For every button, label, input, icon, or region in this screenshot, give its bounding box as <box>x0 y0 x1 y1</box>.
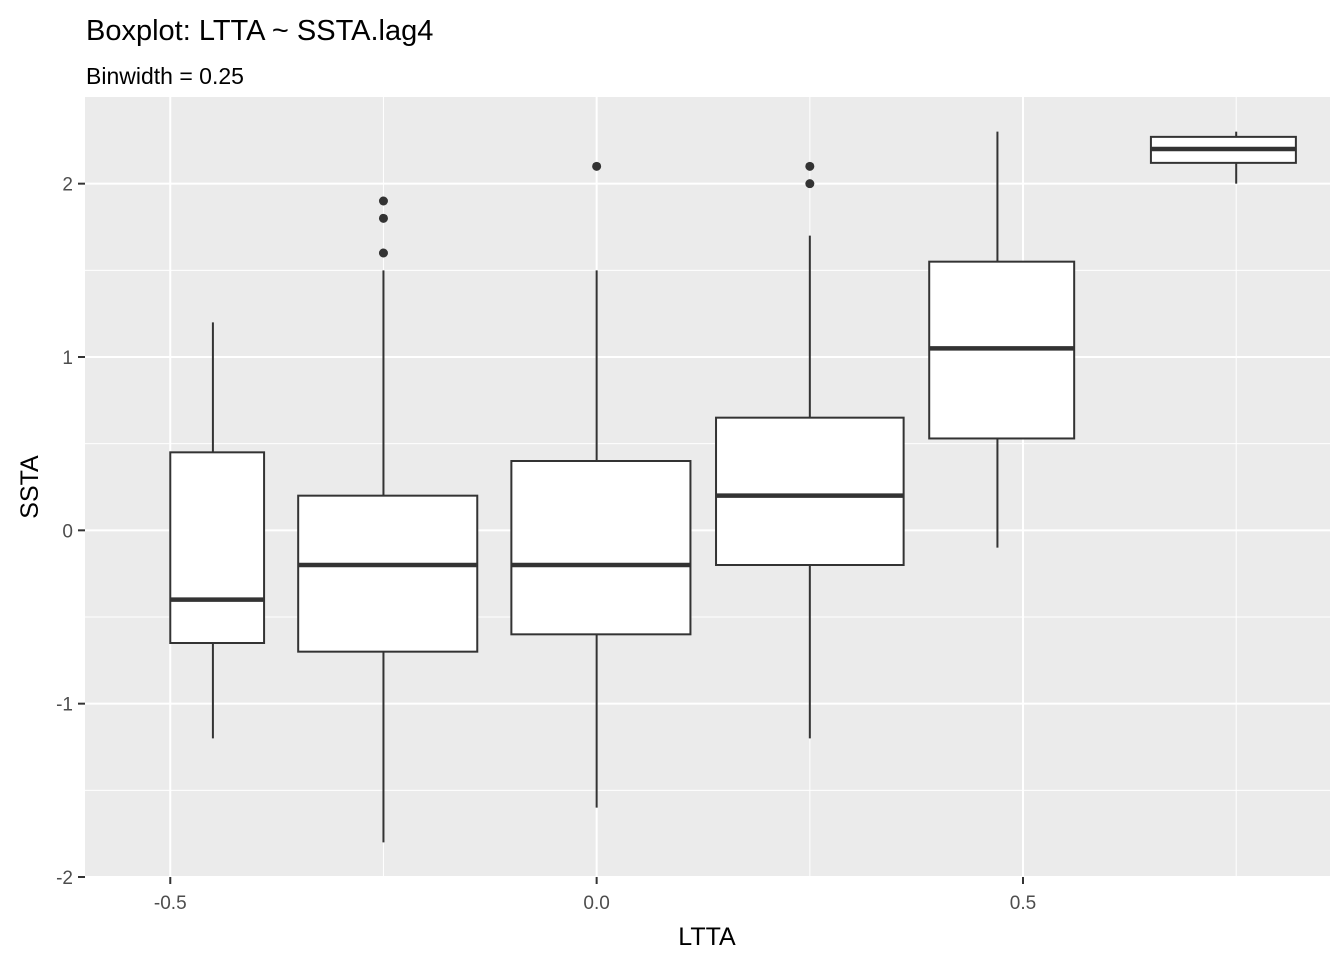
box-4 <box>715 161 905 739</box>
outlier-point <box>805 179 815 189</box>
box-body <box>297 494 479 653</box>
outlier-point <box>805 161 815 171</box>
box-6 <box>1149 131 1297 184</box>
outlier-point <box>378 213 388 223</box>
minor-gridlines <box>85 97 1330 877</box>
box-body <box>169 451 266 645</box>
outlier-point <box>592 161 602 171</box>
y-axis-title: SSTA <box>16 455 44 519</box>
box-5 <box>928 131 1076 548</box>
x-tick-label: -0.5 <box>154 893 187 914</box>
plot-panel <box>85 97 1330 877</box>
x-tick-label: 0.5 <box>1010 893 1036 914</box>
box-2 <box>297 196 479 843</box>
x-tick-label: 0.0 <box>583 893 609 914</box>
y-tick-label: 0 <box>62 521 73 542</box>
x-tick-labels: -0.5 0.0 0.5 <box>154 893 1036 914</box>
chart-title: Boxplot: LTTA ~ SSTA.lag4 <box>86 15 433 47</box>
box-1 <box>169 322 266 739</box>
boxes-layer <box>169 131 1297 843</box>
outlier-point <box>378 196 388 206</box>
y-tick-labels: -2 -1 0 1 2 <box>56 175 73 889</box>
chart-subtitle: Binwidth = 0.25 <box>86 63 244 89</box>
y-tick-label: 2 <box>62 175 73 196</box>
y-tick-label: 1 <box>62 348 73 369</box>
box-body <box>510 460 692 636</box>
outlier-point <box>378 248 388 258</box>
y-tick-label: -2 <box>56 868 73 889</box>
major-gridlines <box>85 97 1330 878</box>
y-tick-label: -1 <box>56 695 73 716</box>
box-body <box>715 416 905 566</box>
box-3 <box>510 161 692 808</box>
axis-ticks <box>78 182 1025 884</box>
x-axis-title: LTTA <box>678 923 736 951</box>
